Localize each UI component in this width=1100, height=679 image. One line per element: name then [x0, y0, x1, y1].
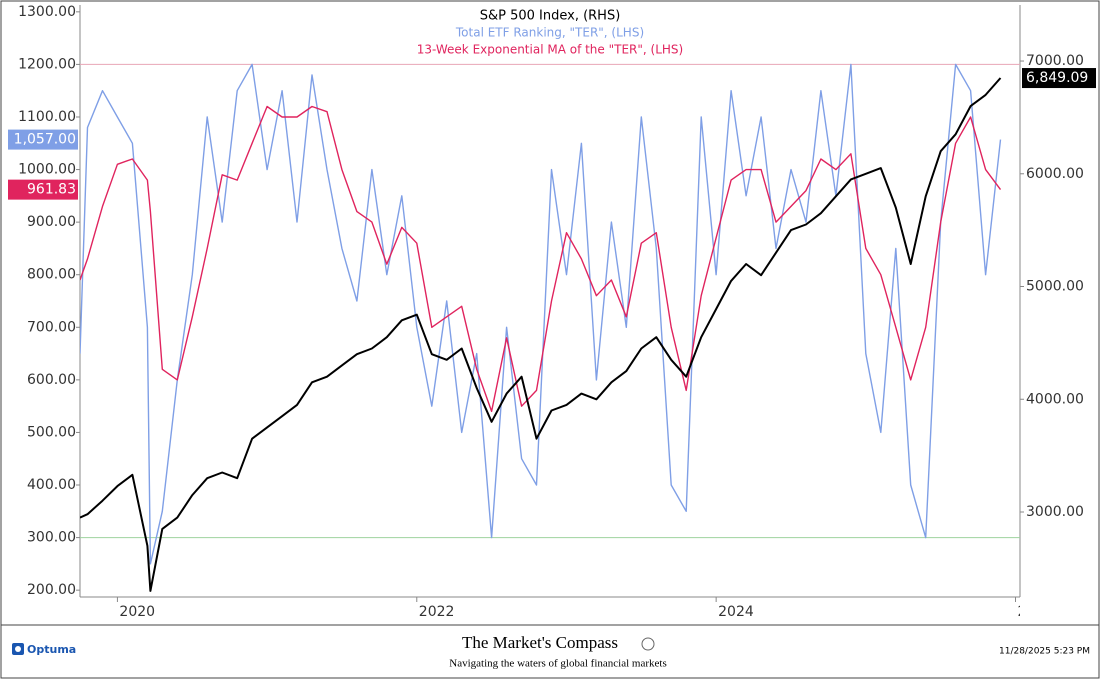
last-value-box	[8, 179, 78, 200]
y-tick-label: 400.00	[27, 477, 76, 493]
y-tick-label: 1100.00	[18, 109, 76, 125]
plot	[80, 63, 1020, 592]
y2-tick-label: 5000.00	[1026, 279, 1084, 295]
legend-entry: S&P 500 Index, (RHS)	[480, 9, 621, 24]
y2-tick-label: 3000.00	[1026, 504, 1084, 520]
x-tick-label: 2024	[718, 604, 754, 620]
last-value-label: 961.83	[27, 182, 76, 198]
series-line	[80, 77, 1002, 592]
y-tick-label: 800.00	[27, 267, 76, 283]
x-ticks: 2020 2022 2024 2	[119, 604, 1027, 620]
y2-tick-label: 6000.00	[1026, 166, 1084, 182]
footer-title: The Market's Compass	[462, 633, 618, 652]
legend-entry: Total ETF Ranking, "TER", (LHS)	[455, 26, 644, 40]
legend-entry: 13-Week Exponential MA of the "TER", (LH…	[417, 43, 683, 57]
x-tick-label: 2020	[119, 604, 155, 620]
series-line	[80, 63, 1002, 565]
y-tick-label: 600.00	[27, 372, 76, 388]
timestamp: 11/28/2025 5:23 PM	[999, 647, 1090, 657]
y-tick-label: 700.00	[27, 319, 76, 335]
y-tick-label: 200.00	[27, 582, 76, 598]
y-tick-label: 1200.00	[18, 56, 76, 72]
x-tick-label: 2022	[419, 604, 455, 620]
last-value-label: 1,057.00	[14, 132, 76, 148]
last-value-box	[1022, 68, 1096, 89]
y-tick-label: 500.00	[27, 424, 76, 440]
y-tick-label: 900.00	[27, 214, 76, 230]
series-line	[80, 105, 1002, 413]
last-value-box	[8, 129, 78, 150]
y-tick-label: 300.00	[27, 530, 76, 546]
compass-icon	[641, 637, 655, 651]
y2-tick-label: 4000.00	[1026, 391, 1084, 407]
brand: Optuma	[27, 643, 76, 656]
x-tick-label: 2	[1018, 604, 1027, 620]
optuma-logo	[12, 643, 24, 655]
footer-subtitle: Navigating the waters of global financia…	[449, 658, 666, 670]
last-value-label: 6,849.09	[1026, 70, 1088, 86]
y-tick-label: 1000.00	[18, 162, 76, 178]
footer-frame	[0, 624, 1100, 679]
y2-tick-label: 7000.00	[1026, 53, 1084, 69]
y-tick-label: 1300.00	[18, 4, 76, 20]
